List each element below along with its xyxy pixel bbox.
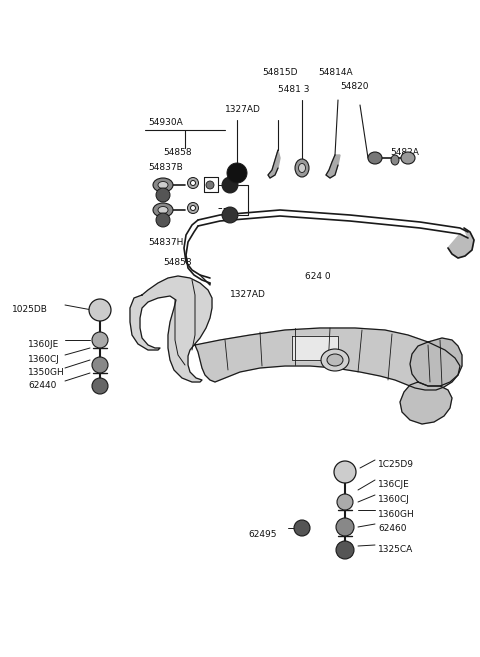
Text: 1360CJ: 1360CJ [378, 495, 410, 504]
Circle shape [227, 163, 247, 183]
Ellipse shape [158, 181, 168, 189]
Polygon shape [130, 276, 212, 382]
Circle shape [156, 188, 170, 202]
Text: 1350GH: 1350GH [28, 368, 65, 377]
Text: 54930A: 54930A [148, 118, 183, 127]
Circle shape [156, 213, 170, 227]
Polygon shape [268, 150, 280, 178]
Circle shape [89, 299, 111, 321]
Circle shape [337, 494, 353, 510]
Circle shape [294, 520, 310, 536]
Circle shape [206, 181, 214, 189]
Ellipse shape [321, 349, 349, 371]
Text: 54815D: 54815D [262, 68, 298, 77]
Ellipse shape [153, 203, 173, 217]
Text: 136CJE: 136CJE [378, 480, 410, 489]
Ellipse shape [401, 152, 415, 164]
Text: 62495: 62495 [248, 530, 276, 539]
Text: 5482A: 5482A [390, 148, 419, 157]
Ellipse shape [299, 164, 305, 173]
Text: 1360GH: 1360GH [378, 510, 415, 519]
Circle shape [92, 357, 108, 373]
Ellipse shape [295, 159, 309, 177]
Circle shape [334, 461, 356, 483]
Ellipse shape [191, 206, 195, 210]
Text: 1327AD: 1327AD [225, 105, 261, 114]
Ellipse shape [191, 181, 195, 185]
Ellipse shape [368, 152, 382, 164]
Text: 54837H: 54837H [148, 238, 183, 247]
Ellipse shape [153, 178, 173, 192]
Circle shape [222, 207, 238, 223]
Text: 5481 3: 5481 3 [278, 85, 310, 94]
Text: 1360JE: 1360JE [28, 340, 59, 349]
Text: 624 0: 624 0 [305, 272, 331, 281]
Circle shape [336, 541, 354, 559]
Circle shape [92, 332, 108, 348]
Polygon shape [326, 155, 340, 178]
Polygon shape [400, 382, 452, 424]
Ellipse shape [188, 202, 199, 214]
Text: 54814A: 54814A [318, 68, 353, 77]
Text: 54858: 54858 [163, 148, 192, 157]
Circle shape [222, 177, 238, 193]
Text: 1327AD: 1327AD [230, 290, 266, 299]
Text: 54858: 54858 [163, 258, 192, 267]
Ellipse shape [158, 206, 168, 214]
Text: 1025DB: 1025DB [12, 305, 48, 314]
Ellipse shape [391, 155, 399, 165]
Text: 54837B: 54837B [148, 163, 183, 172]
Polygon shape [292, 336, 338, 360]
Text: 1360CJ: 1360CJ [28, 355, 60, 364]
Ellipse shape [327, 354, 343, 366]
Text: 62440: 62440 [28, 381, 56, 390]
Polygon shape [448, 228, 474, 258]
Circle shape [92, 378, 108, 394]
Text: 62460: 62460 [378, 524, 407, 533]
Polygon shape [410, 338, 462, 386]
Polygon shape [195, 328, 460, 390]
Text: 54820: 54820 [340, 82, 369, 91]
Ellipse shape [188, 177, 199, 189]
Circle shape [336, 518, 354, 536]
Text: 1C25D9: 1C25D9 [378, 460, 414, 469]
Text: 1325CA: 1325CA [378, 545, 413, 554]
